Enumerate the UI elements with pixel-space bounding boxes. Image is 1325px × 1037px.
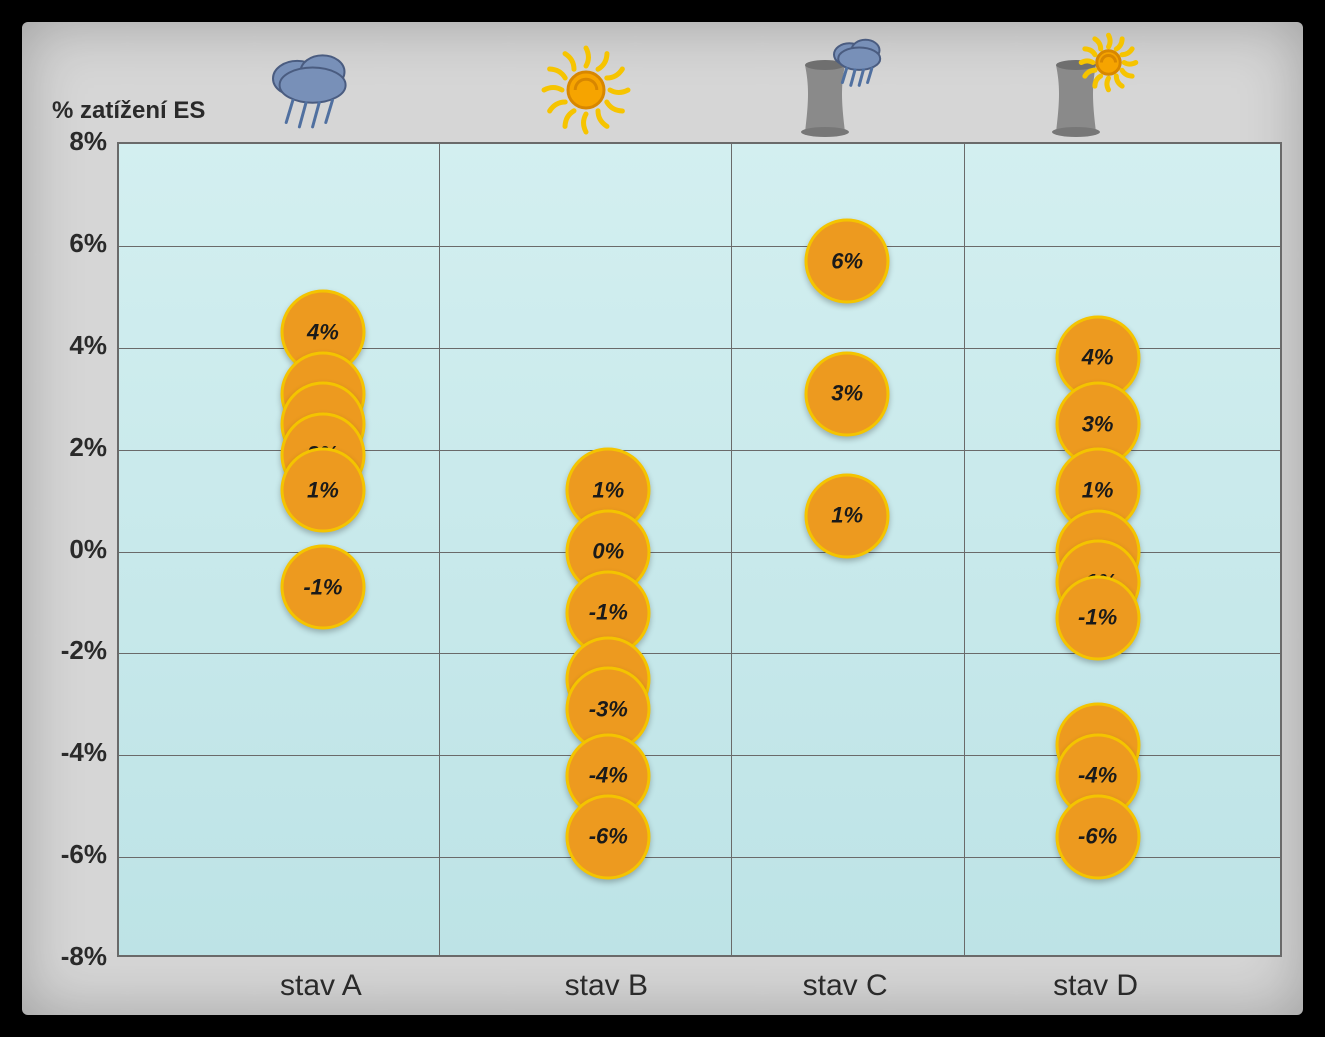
y-tick-label: 8% <box>27 126 107 157</box>
sun-icon <box>536 40 676 140</box>
chart-panel: % zatížení ES <box>22 22 1303 1015</box>
y-tick-label: -6% <box>27 839 107 870</box>
y-tick-label: -4% <box>27 737 107 768</box>
data-bubble: 3% <box>805 351 890 436</box>
x-tick-label: stav C <box>803 969 888 1003</box>
y-tick-label: 4% <box>27 330 107 361</box>
data-bubble: 6% <box>805 219 890 304</box>
x-tick-label: stav B <box>565 969 648 1003</box>
data-bubble: -6% <box>1055 794 1140 879</box>
y-tick-label: 0% <box>27 534 107 565</box>
data-bubble: -6% <box>566 794 651 879</box>
y-tick-label: -2% <box>27 635 107 666</box>
y-tick-label: 6% <box>27 228 107 259</box>
x-tick-label: stav D <box>1053 969 1138 1003</box>
gridline-vertical <box>731 144 732 955</box>
rain-cloud-icon <box>251 40 391 140</box>
cooling-tower-rain-icon <box>775 40 915 140</box>
gridline-horizontal <box>119 246 1280 247</box>
header-icons-row <box>22 22 1303 142</box>
y-tick-label: -8% <box>27 941 107 972</box>
x-tick-label: stav A <box>280 969 362 1003</box>
gridline-vertical <box>439 144 440 955</box>
outer-frame: % zatížení ES <box>0 0 1325 1037</box>
y-tick-label: 2% <box>27 432 107 463</box>
data-bubble: 1% <box>280 448 365 533</box>
data-bubble: 1% <box>805 473 890 558</box>
cooling-tower-sun-icon <box>1026 40 1166 140</box>
data-bubble: -1% <box>280 545 365 630</box>
plot-area: 4%3%3%2%1%-1%1%0%-1%-3%-3%-4%-6%6%3%1%4%… <box>117 142 1282 957</box>
gridline-vertical <box>964 144 965 955</box>
data-bubble: -1% <box>1055 575 1140 660</box>
